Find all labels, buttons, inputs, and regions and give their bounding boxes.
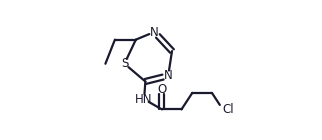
Text: N: N xyxy=(150,25,159,38)
Text: S: S xyxy=(121,57,128,70)
Text: HN: HN xyxy=(135,93,153,106)
Text: N: N xyxy=(164,69,173,82)
Text: Cl: Cl xyxy=(223,103,234,116)
Text: O: O xyxy=(157,83,166,96)
